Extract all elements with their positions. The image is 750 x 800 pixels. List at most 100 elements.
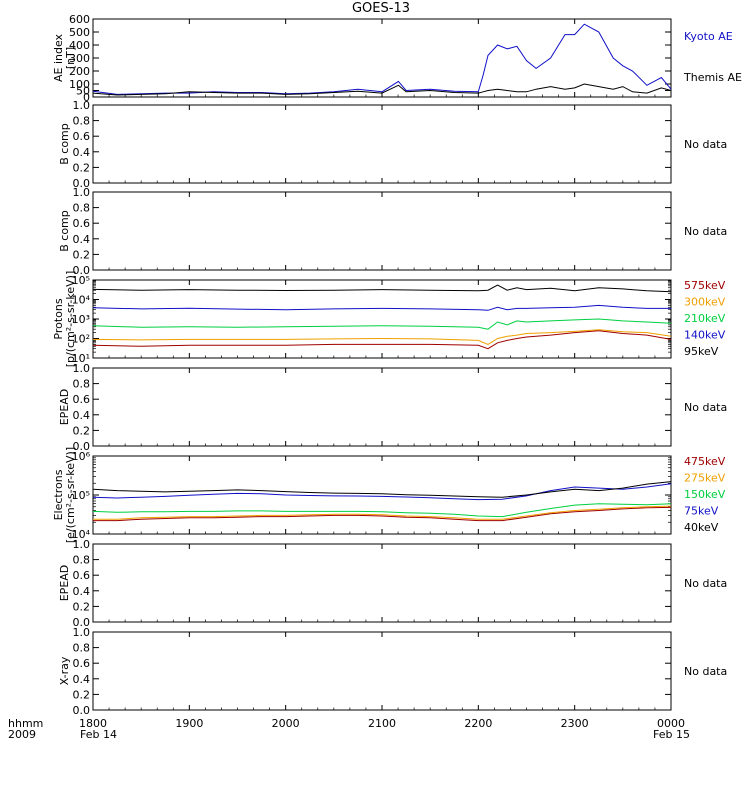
y-axis-label: X-ray [58, 656, 71, 685]
panel-frame [92, 104, 672, 184]
y-tick-label: 1.0 [73, 538, 91, 551]
legend-entry: 40keV [684, 521, 719, 534]
y-tick-label: 0.4 [73, 146, 91, 159]
x-tick-label: 1800 [79, 717, 107, 730]
y-tick-label: 1.0 [73, 186, 91, 199]
x-tick-label: 1900 [175, 717, 203, 730]
y-tick-label: 0.6 [73, 657, 91, 670]
figure-title: GOES-13 [352, 1, 410, 16]
y-tick-label: 0.4 [73, 409, 91, 422]
series-line-210kev [92, 318, 672, 330]
y-tick-label: 400 [69, 39, 90, 52]
y-axis-unit: [p/(cm²-s-sr-keV)] [64, 271, 77, 368]
x-tick-label: 2100 [368, 717, 396, 730]
y-tick-label: 0.6 [73, 569, 91, 582]
panel-frame [92, 279, 672, 359]
y-tick-label: 10² [72, 333, 90, 346]
y-tick-label: 0.0 [73, 616, 91, 629]
legend-entry: 475keV [684, 455, 726, 468]
legend-entry: 75keV [684, 505, 719, 518]
panel-epead1: 0.0 0.2 0.4 0.6 0.8 1.0 EPEAD No data [58, 362, 727, 453]
y-tick-label: 0.4 [73, 585, 91, 598]
y-tick-label: 50 [76, 85, 90, 98]
panel-frame [92, 191, 672, 271]
panel-bcomp1: 0.0 0.2 0.4 0.6 0.8 1.0B comp No data [58, 99, 727, 190]
y-tick-label: 10⁶ [72, 450, 91, 463]
y-axis-unit: [nT] [64, 47, 77, 69]
legend-entry: 575keV [684, 279, 726, 292]
y-tick-label: 0.4 [73, 233, 91, 246]
y-tick-label: 1.0 [73, 99, 91, 112]
y-tick-label: 10⁴ [72, 294, 91, 307]
y-axis-label: AE index [52, 33, 65, 82]
y-axis-label: B comp [58, 123, 71, 165]
y-tick-label: 10⁵ [72, 274, 90, 287]
series-line-kyoto-ae [92, 23, 672, 95]
y-tick-label: 0.6 [73, 217, 91, 230]
x-tick-label: 2200 [464, 717, 492, 730]
panel-frame [92, 455, 672, 535]
y-axis-label: EPEAD [58, 565, 71, 602]
panel-frame [92, 18, 672, 98]
series-line-40kev [92, 481, 672, 498]
y-axis-label: EPEAD [58, 389, 71, 426]
date-end-label: Feb 15 [653, 728, 690, 741]
panel-protons: 10¹ 10² 10³ 10⁴ 10⁵ Protons [p/(cm²-s-sr-keV)]… [52, 271, 726, 368]
no-data-label: No data [684, 225, 727, 238]
no-data-label: No data [684, 401, 727, 414]
y-axis-unit: [e/(cm²-s-sr-keV)] [64, 447, 77, 543]
y-tick-label: 0.6 [73, 130, 91, 143]
y-tick-label: 600 [69, 13, 90, 26]
y-tick-label: 10⁵ [72, 489, 90, 502]
y-tick-label: 0.2 [73, 161, 91, 174]
y-tick-label: 0.8 [73, 115, 91, 128]
y-axis-label: B comp [58, 210, 71, 252]
y-tick-label: 100 [69, 78, 90, 91]
legend-entry: 95keV [684, 345, 719, 358]
hhmm-label: hhmm [8, 717, 43, 730]
panel-frame [92, 631, 672, 711]
date-start-label: Feb 14 [80, 728, 117, 741]
legend-entry: 210keV [684, 312, 726, 325]
series-line-150kev [92, 503, 672, 518]
legend-entry: 300keV [684, 296, 726, 309]
panel-frame [92, 367, 672, 447]
y-tick-label: 0.8 [73, 554, 91, 567]
y-axis-label: Protons [52, 298, 65, 339]
y-tick-label: 10⁴ [72, 528, 91, 541]
y-tick-label: 200 [69, 65, 90, 78]
y-tick-label: 1.0 [73, 362, 91, 375]
no-data-label: No data [684, 577, 727, 590]
legend-entry: 140keV [684, 329, 726, 342]
panel-electrons: 10⁴ 10⁵ 10⁶ Electrons [e/(cm²-s-sr-keV)] 475k… [52, 447, 726, 543]
series-line-575kev [92, 330, 672, 350]
y-tick-label: 1.0 [73, 626, 91, 639]
y-tick-label: 0 [83, 91, 90, 104]
legend-entry: 275keV [684, 472, 726, 485]
y-tick-label: 500 [69, 26, 90, 39]
x-tick-label: 0000 [657, 717, 685, 730]
panel-frame [92, 543, 672, 623]
panel-bcomp2: 0.0 0.2 0.4 0.6 0.8 1.0B comp No data [58, 186, 727, 277]
x-tick-label: 2000 [272, 717, 300, 730]
series-line-475kev [93, 506, 672, 522]
series-line-themis-ae [92, 83, 672, 96]
y-tick-label: 0.8 [73, 378, 91, 391]
y-tick-label: 10³ [72, 313, 90, 326]
y-tick-label: 300 [69, 52, 90, 65]
y-tick-label: 0.0 [73, 177, 91, 190]
y-tick-label: 0.4 [73, 673, 91, 686]
panel-epead2: 0.0 0.2 0.4 0.6 0.8 1.0 EPEAD No data [58, 538, 727, 629]
y-tick-label: 0.0 [73, 440, 91, 453]
series-line-140kev [92, 304, 671, 311]
no-data-label: No data [684, 138, 727, 151]
panel-xray: 0.0 0.2 0.4 0.6 0.8 1.0 X-ray No data [58, 626, 727, 717]
y-tick-label: 0.2 [73, 600, 91, 613]
series-line-275kev [93, 505, 672, 520]
y-axis-label: Electrons [52, 469, 65, 520]
y-tick-label: 0.8 [73, 202, 91, 215]
no-data-label: No data [684, 665, 727, 678]
